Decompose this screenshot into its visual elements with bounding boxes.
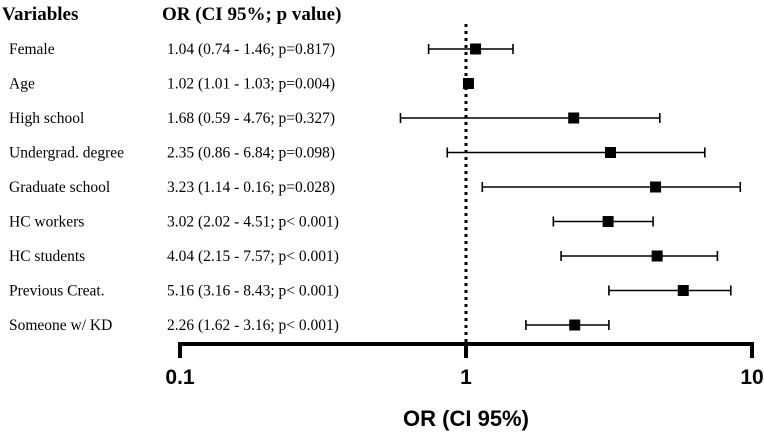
forest-row: Someone w/ KD 2.26 (1.62 - 3.16; p< 0.001… [9, 317, 610, 334]
forest-row: Age 1.02 (1.01 - 1.03; p=0.004) [9, 76, 474, 93]
forest-row: Previous Creat. 5.16 (3.16 - 8.43; p< 0.0… [9, 283, 732, 300]
forest-row: Undergrad. degree 2.35 (0.86 - 6.84; p=0.… [9, 145, 706, 162]
forest-row: HC workers 3.02 (2.02 - 4.51; p< 0.001) [9, 214, 654, 231]
row-variable-label: Previous Creat. [9, 283, 105, 300]
forest-row: High school 1.68 (0.59 - 4.76; p=0.327) [9, 110, 661, 127]
forest-row: Graduate school 3.23 (1.14 - 0.16; p=0.02… [9, 179, 742, 196]
point-estimate-marker [651, 250, 663, 262]
row-variable-label: Undergrad. degree [9, 145, 124, 162]
row-variable-label: High school [9, 110, 84, 127]
row-or-value: 1.68 (0.59 - 4.76; p=0.327) [167, 110, 335, 127]
point-estimate-marker [677, 285, 689, 296]
row-variable-label: Female [9, 41, 55, 58]
x-tick-label: 0.1 [165, 366, 195, 389]
x-tick-label: 10 [740, 366, 763, 389]
x-axis-label: OR (CI 95%) [403, 406, 529, 431]
point-estimate-marker [650, 181, 662, 193]
row-variable-label: HC workers [9, 214, 84, 231]
row-or-value: 3.02 (2.02 - 4.51; p< 0.001) [167, 214, 339, 231]
row-or-value: 5.16 (3.16 - 8.43; p< 0.001) [167, 283, 339, 300]
row-variable-label: Someone w/ KD [9, 317, 112, 334]
row-variable-label: Age [9, 76, 35, 93]
point-estimate-marker [569, 319, 581, 331]
x-tick-label: 1 [460, 366, 472, 389]
header-variables: Variables [2, 4, 78, 25]
forest-row: Female 1.04 (0.74 - 1.46; p=0.817) [9, 41, 514, 58]
point-estimate-marker [602, 216, 614, 227]
x-axis: 0.1 1 10 [165, 342, 764, 389]
rows: Female 1.04 (0.74 - 1.46; p=0.817) Age 1.02… [9, 41, 742, 334]
forest-row: HC students 4.04 (2.15 - 7.57; p< 0.001) [9, 248, 719, 265]
row-or-value: 2.26 (1.62 - 3.16; p< 0.001) [167, 317, 339, 334]
row-or-value: 1.04 (0.74 - 1.46; p=0.817) [167, 41, 335, 58]
row-or-value: 4.04 (2.15 - 7.57; p< 0.001) [167, 248, 339, 265]
row-variable-label: HC students [9, 248, 85, 265]
row-or-value: 1.02 (1.01 - 1.03; p=0.004) [167, 76, 335, 93]
point-estimate-marker [462, 78, 474, 89]
point-estimate-marker [604, 147, 616, 158]
point-estimate-marker [470, 43, 482, 55]
row-or-value: 3.23 (1.14 - 0.16; p=0.028) [167, 179, 335, 196]
header-or: OR (CI 95%; p value) [162, 4, 341, 25]
row-or-value: 2.35 (0.86 - 6.84; p=0.098) [167, 145, 335, 162]
row-variable-label: Graduate school [9, 179, 110, 196]
point-estimate-marker [568, 112, 580, 124]
